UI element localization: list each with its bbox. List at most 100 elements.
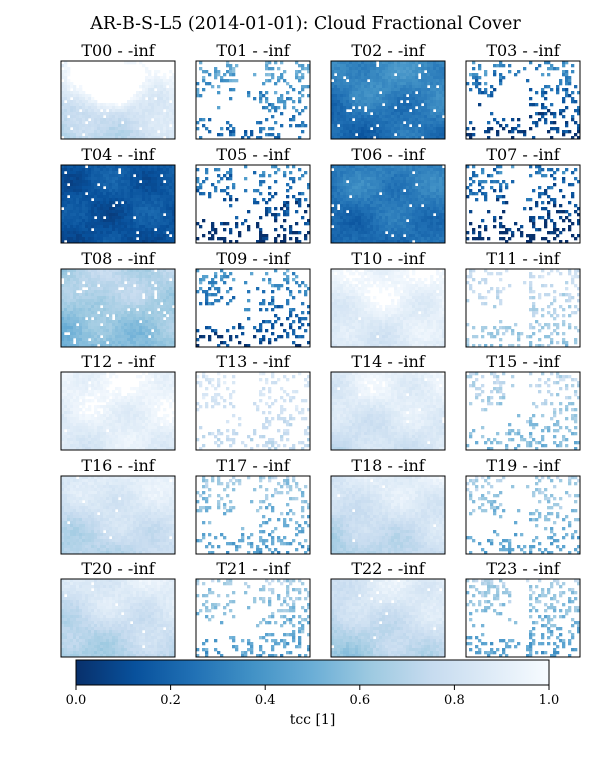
data-cell xyxy=(64,121,68,125)
data-cell xyxy=(352,213,356,217)
data-cell xyxy=(88,281,92,285)
data-cell xyxy=(85,311,89,315)
data-cell xyxy=(91,195,95,199)
data-cell xyxy=(415,240,419,244)
data-cell xyxy=(151,103,155,107)
data-cell xyxy=(391,76,395,80)
data-cell xyxy=(136,225,140,229)
data-cell xyxy=(388,222,392,226)
data-cell xyxy=(337,73,341,77)
data-cell xyxy=(163,308,167,312)
data-cell xyxy=(232,186,236,190)
data-cell xyxy=(157,317,161,321)
data-cell xyxy=(361,121,365,125)
data-cell xyxy=(382,165,386,169)
data-cell xyxy=(172,204,176,208)
data-cell xyxy=(148,85,152,89)
data-cell xyxy=(154,189,158,193)
data-cell xyxy=(430,82,434,86)
data-cell xyxy=(139,213,143,217)
data-cell xyxy=(124,284,128,288)
data-cell xyxy=(169,112,173,116)
data-cell xyxy=(208,118,212,122)
data-cell xyxy=(124,210,128,214)
data-cell xyxy=(91,130,95,134)
data-cell xyxy=(253,171,257,175)
data-cell xyxy=(151,115,155,119)
data-cell xyxy=(127,290,131,294)
data-cell xyxy=(67,225,71,229)
data-cell xyxy=(64,115,68,119)
data-cell xyxy=(331,94,335,98)
data-cell xyxy=(121,302,125,306)
data-cell xyxy=(355,76,359,80)
data-cell xyxy=(493,168,497,172)
data-cell xyxy=(427,234,431,238)
data-cell xyxy=(139,94,143,98)
data-cell xyxy=(547,210,551,214)
data-cell xyxy=(157,320,161,324)
data-cell xyxy=(145,103,149,107)
data-cell xyxy=(88,133,92,137)
data-cell xyxy=(364,225,368,229)
data-cell xyxy=(139,61,143,65)
data-cell xyxy=(127,216,131,220)
data-cell xyxy=(385,177,389,181)
data-cell xyxy=(139,293,143,297)
data-cell xyxy=(406,192,410,196)
data-cell xyxy=(118,127,122,131)
data-cell xyxy=(121,228,125,232)
data-cell xyxy=(136,222,140,226)
data-cell xyxy=(172,73,176,77)
data-cell xyxy=(493,88,497,92)
data-cell xyxy=(556,85,560,89)
data-cell xyxy=(169,204,173,208)
data-cell xyxy=(415,103,419,107)
data-cell xyxy=(253,198,257,202)
data-cell xyxy=(79,278,83,282)
data-cell xyxy=(229,171,233,175)
data-cell xyxy=(370,225,374,229)
data-cell xyxy=(136,171,140,175)
data-cell xyxy=(394,189,398,193)
data-cell xyxy=(163,314,167,318)
data-cell xyxy=(151,222,155,226)
data-cell xyxy=(64,216,68,220)
data-cell xyxy=(412,195,416,199)
data-cell xyxy=(394,186,398,190)
data-cell xyxy=(88,201,92,205)
data-cell xyxy=(112,296,116,300)
data-cell xyxy=(70,133,74,137)
data-cell xyxy=(100,186,104,190)
data-cell xyxy=(340,103,344,107)
data-cell xyxy=(409,79,413,83)
data-cell xyxy=(289,237,293,241)
data-cell xyxy=(124,177,128,181)
data-cell xyxy=(529,237,533,241)
data-cell xyxy=(163,219,167,223)
data-cell xyxy=(61,106,65,110)
data-cell xyxy=(109,234,113,238)
data-cell xyxy=(427,183,431,187)
data-cell xyxy=(76,293,80,297)
data-cell xyxy=(121,183,125,187)
data-cell xyxy=(355,174,359,178)
data-cell xyxy=(67,124,71,128)
data-cell xyxy=(103,213,107,217)
data-cell xyxy=(160,100,164,104)
data-cell xyxy=(382,219,386,223)
data-cell xyxy=(148,133,152,137)
data-cell xyxy=(163,168,167,172)
data-cell xyxy=(334,118,338,122)
data-cell xyxy=(502,76,506,80)
data-cell xyxy=(259,234,263,238)
data-cell xyxy=(340,64,344,68)
data-cell xyxy=(535,165,539,169)
data-cell xyxy=(157,192,161,196)
data-cell xyxy=(166,204,170,208)
data-cell xyxy=(331,210,335,214)
data-cell xyxy=(478,82,482,86)
data-cell xyxy=(439,94,443,98)
data-cell xyxy=(130,186,134,190)
data-cell xyxy=(409,76,413,80)
